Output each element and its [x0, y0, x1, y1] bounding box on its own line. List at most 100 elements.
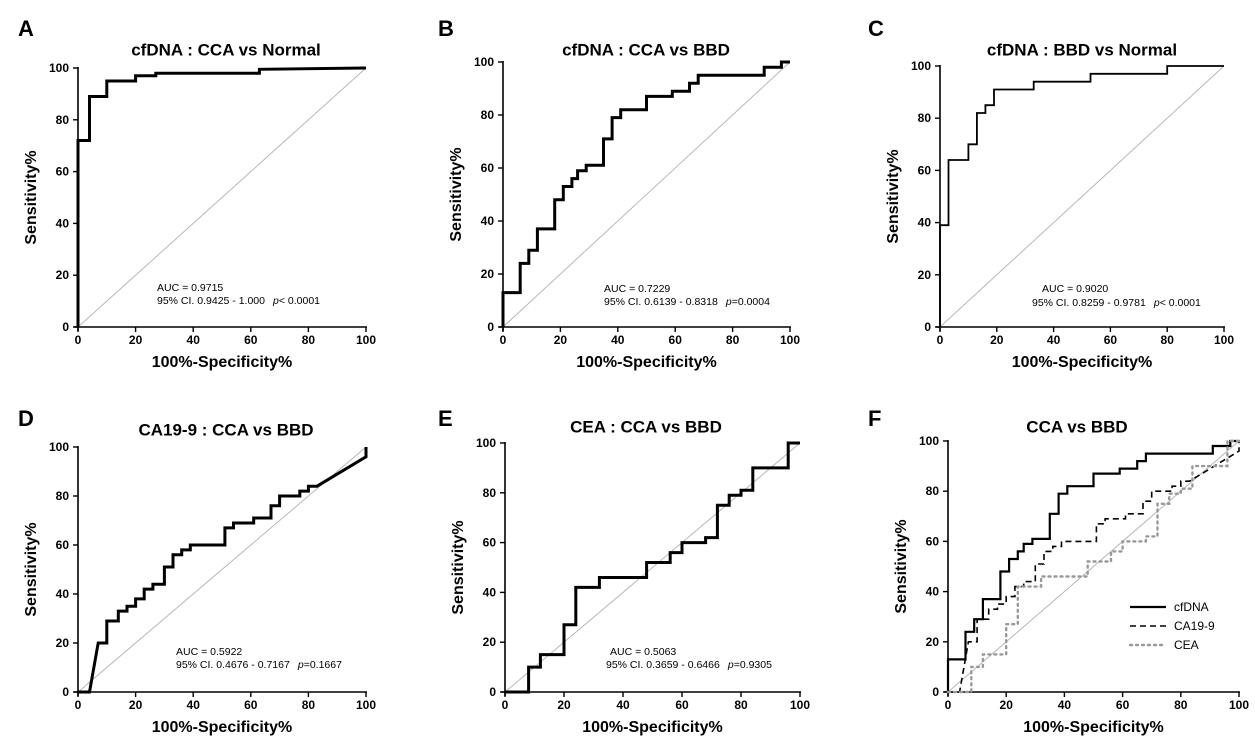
x-tick-label: 80: [302, 698, 316, 712]
reference-diagonal: [77, 67, 367, 328]
chart-title: CCA vs BBD: [1026, 417, 1127, 436]
ci-text: 95% CI. 0.6139 - 0.8318: [604, 296, 718, 308]
reference-diagonal: [504, 442, 801, 693]
x-tick-label: 0: [937, 333, 944, 347]
y-tick-label: 40: [926, 585, 940, 599]
x-tick-label: 20: [557, 698, 571, 712]
x-tick-label: 0: [500, 333, 507, 347]
panel-f: F CCA vs BBD 0 20 40 60 80 100 0 20 40 60 80 100 100%-…: [868, 406, 1249, 736]
y-tick-label: 100: [911, 59, 931, 73]
roc-curve-series-0: [78, 447, 368, 694]
x-tick-label: 100: [780, 333, 800, 347]
y-tick-label: 40: [56, 216, 70, 230]
roc-curve-series-0: [501, 60, 790, 327]
x-tick-label: 80: [302, 333, 316, 347]
auc-annotation: AUC = 0.9715: [157, 282, 223, 294]
chart-title: cfDNA : CCA vs Normal: [131, 40, 321, 59]
x-tick-label: 40: [187, 698, 201, 712]
p-label: p: [272, 295, 279, 307]
x-tick-label: 80: [734, 698, 748, 712]
x-tick-label: 20: [129, 333, 143, 347]
x-axis-label: 100%-Specificity%: [582, 719, 723, 736]
y-axis-label: Sensitivity%: [448, 147, 465, 241]
x-tick-label: 40: [1058, 698, 1072, 712]
y-tick-label: 80: [918, 111, 932, 125]
legend-label-cea: CEA: [1174, 638, 1199, 652]
reference-diagonal: [77, 446, 367, 693]
chart-title: cfDNA : CCA vs BBD: [562, 40, 730, 59]
x-tick-label: 60: [1104, 333, 1118, 347]
x-axis-label: 100%-Specificity%: [576, 354, 717, 371]
p-value: =0.0004: [732, 296, 770, 308]
x-tick-label: 100: [1214, 333, 1234, 347]
legend-label-ca19-9: CA19-9: [1174, 619, 1215, 633]
y-tick-label: 80: [483, 486, 497, 500]
y-tick-label: 60: [483, 536, 497, 550]
panel-letter: A: [18, 16, 34, 41]
auc-annotation: AUC = 0.5063: [610, 646, 676, 658]
x-axis-label: 100%-Specificity%: [152, 719, 293, 736]
x-tick-label: 100: [790, 698, 810, 712]
ci-annotation: 95% CI. 0.6139 - 0.8318 p=0.0004: [604, 296, 770, 308]
ci-text: 95% CI. 0.9425 - 1.000: [157, 295, 265, 307]
x-tick-label: 0: [75, 698, 82, 712]
chart-title: CA19-9 : CCA vs BBD: [138, 420, 313, 439]
y-tick-label: 100: [49, 61, 69, 75]
x-axis-label: 100%-Specificity%: [1012, 354, 1153, 371]
panel-d: D CA19-9 : CCA vs BBD 0 20 40 60 80 100 0 20 40 60 8…: [18, 406, 376, 736]
x-tick-label: 60: [244, 333, 258, 347]
reference-diagonal: [939, 65, 1225, 328]
y-tick-label: 0: [62, 685, 69, 699]
panel-letter: C: [868, 16, 884, 41]
y-tick-label: 20: [56, 636, 70, 650]
y-tick-label: 20: [483, 635, 497, 649]
y-tick-label: 40: [483, 585, 497, 599]
roc-curve-series-0: [939, 65, 1224, 327]
chart-title: cfDNA : BBD vs Normal: [987, 40, 1177, 59]
x-tick-label: 100: [356, 698, 376, 712]
panel-letter: E: [438, 406, 453, 431]
y-tick-label: 20: [56, 268, 70, 282]
y-tick-label: 80: [926, 484, 940, 498]
y-tick-label: 60: [56, 165, 70, 179]
ci-annotation: 95% CI. 0.4676 - 0.7167 p=0.1667: [176, 659, 342, 671]
y-axis-label: Sensitivity%: [893, 519, 910, 613]
x-tick-label: 40: [1047, 333, 1061, 347]
panel-letter: B: [438, 16, 454, 41]
panel-e: E CEA : CCA vs BBD 0 20 40 60 80 100 0 20 40 60 80 10…: [438, 406, 810, 736]
ci-annotation: 95% CI. 0.8259 - 0.9781 p< 0.0001: [1032, 297, 1201, 309]
y-tick-label: 100: [919, 434, 939, 448]
panel-letter: D: [18, 406, 34, 431]
x-tick-label: 0: [75, 333, 82, 347]
y-tick-label: 0: [62, 320, 69, 334]
x-tick-label: 80: [1174, 698, 1188, 712]
y-tick-label: 40: [56, 587, 70, 601]
y-tick-label: 20: [926, 635, 940, 649]
p-label: p: [297, 659, 304, 671]
legend: cfDNA CA19-9 CEA: [1128, 600, 1215, 652]
y-tick-label: 60: [918, 163, 932, 177]
ci-text: 95% CI. 0.4676 - 0.7167: [176, 659, 290, 671]
auc-annotation: AUC = 0.7229: [604, 283, 670, 295]
y-tick-label: 0: [924, 320, 931, 334]
p-label: p: [727, 659, 734, 671]
x-tick-label: 20: [990, 333, 1004, 347]
x-tick-label: 20: [1000, 698, 1014, 712]
p-value: =0.9305: [734, 659, 772, 671]
y-tick-label: 40: [481, 214, 495, 228]
x-tick-label: 100: [1229, 698, 1249, 712]
x-tick-label: 60: [669, 333, 683, 347]
x-tick-label: 40: [187, 333, 201, 347]
reference-diagonal: [947, 440, 1240, 693]
x-axis-label: 100%-Specificity%: [152, 354, 293, 371]
roc-curve-series-0: [76, 66, 367, 327]
ci-annotation: 95% CI. 0.9425 - 1.000 p< 0.0001: [157, 295, 320, 307]
legend-label-cfdna: cfDNA: [1174, 600, 1209, 614]
y-tick-label: 20: [481, 267, 495, 281]
y-tick-label: 20: [918, 268, 932, 282]
y-tick-label: 100: [476, 436, 496, 450]
ci-text: 95% CI. 0.3659 - 0.6466: [606, 659, 720, 671]
